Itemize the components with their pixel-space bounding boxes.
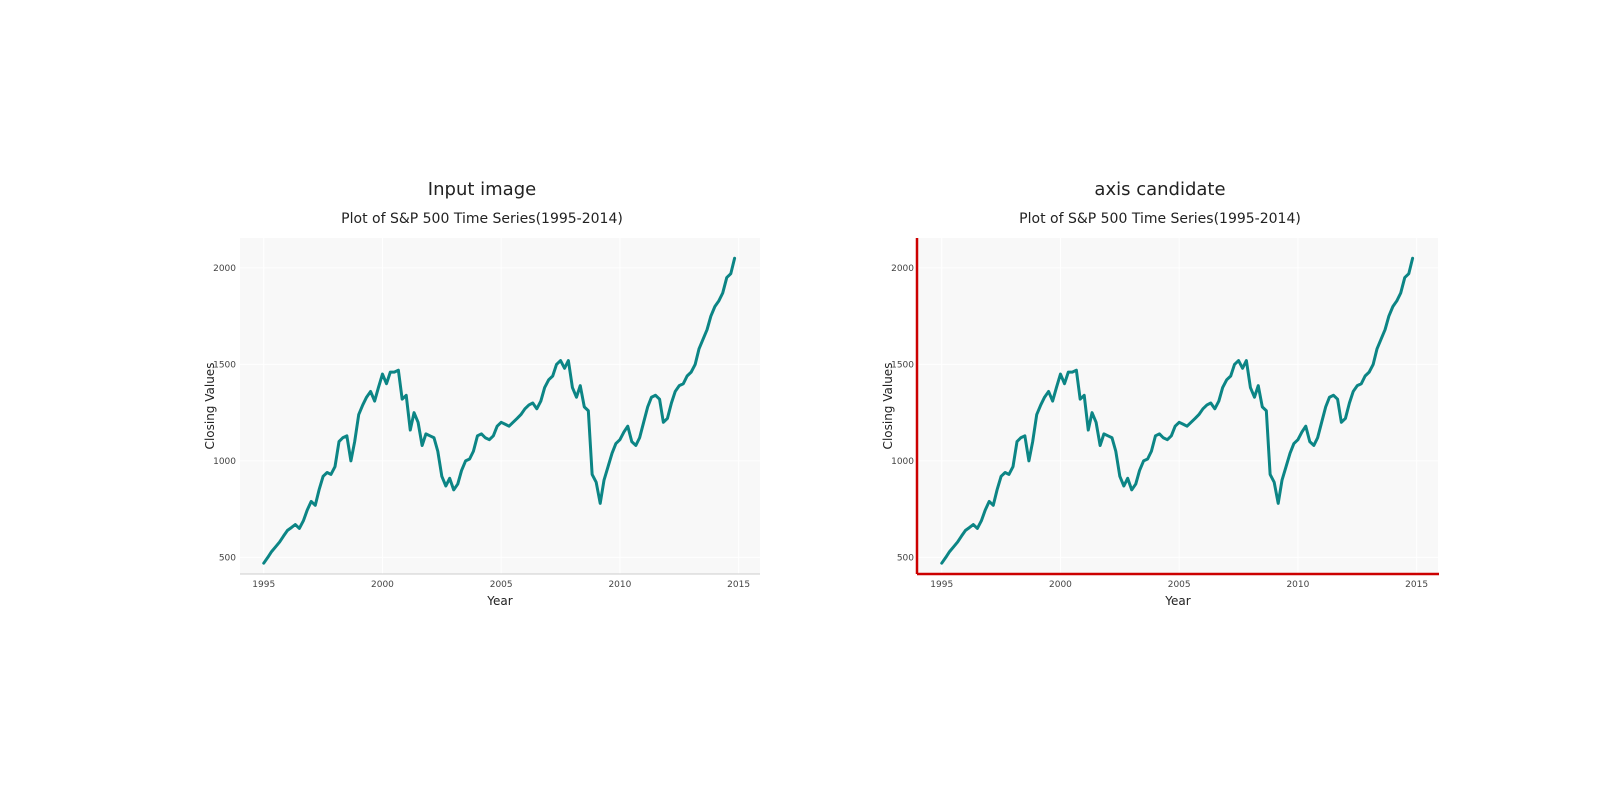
- x-tick-label: 2010: [608, 580, 631, 590]
- x-tick-label: 2000: [371, 580, 394, 590]
- x-tick-label: 2015: [1405, 580, 1428, 590]
- series-line: [940, 256, 1415, 565]
- panel-heading: Input image: [428, 179, 536, 200]
- y-tick-label: 2000: [213, 264, 236, 274]
- y-tick-label: 500: [219, 553, 236, 563]
- x-tick-label: 2000: [1049, 580, 1072, 590]
- y-tick-label: 1000: [891, 457, 914, 467]
- x-tick-label: 1995: [930, 580, 953, 590]
- chart-title: Plot of S&P 500 Time Series(1995-2014): [1019, 211, 1301, 227]
- panel-heading: axis candidate: [1094, 179, 1225, 200]
- x-tick-label: 2010: [1286, 580, 1309, 590]
- plot-area: [918, 238, 1438, 574]
- x-tick-label: 2005: [1168, 580, 1191, 590]
- x-axis-title: Year: [1164, 594, 1190, 608]
- chart-title: Plot of S&P 500 Time Series(1995-2014): [341, 211, 623, 227]
- y-tick-label: 1500: [891, 360, 914, 370]
- y-axis-title: Closing Values: [203, 363, 217, 450]
- chart-panel-2: axis candidate Plot of S&P 500 Time Serie…: [881, 179, 1439, 608]
- x-tick-label: 2015: [727, 580, 750, 590]
- x-axis-title: Year: [486, 594, 512, 608]
- plot-area: [240, 238, 760, 574]
- x-tick-label: 1995: [252, 580, 275, 590]
- y-axis-title: Closing Values: [881, 363, 895, 450]
- y-tick-label: 1000: [213, 457, 236, 467]
- y-tick-label: 500: [897, 553, 914, 563]
- y-tick-label: 2000: [891, 264, 914, 274]
- x-tick-label: 2005: [490, 580, 513, 590]
- series-line: [262, 256, 737, 565]
- y-tick-label: 1500: [213, 360, 236, 370]
- chart-panel-1: Input image Plot of S&P 500 Time Series(1…: [203, 179, 760, 608]
